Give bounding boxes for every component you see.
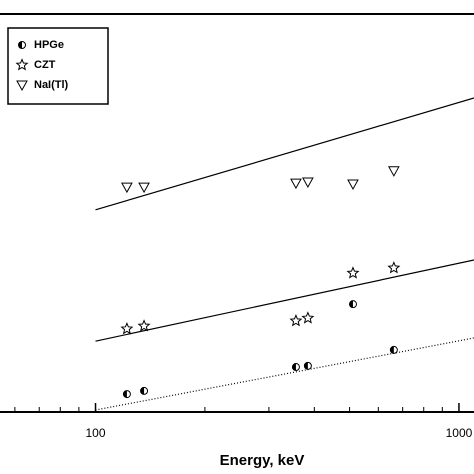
- data-point: [389, 345, 398, 354]
- data-point: [301, 311, 315, 324]
- data-point: [346, 266, 360, 279]
- data-point: [121, 182, 133, 194]
- data-point: [303, 361, 312, 370]
- x-tick-label: 1000: [446, 426, 473, 440]
- legend-label: CZT: [34, 59, 56, 71]
- fit-line: [95, 337, 474, 411]
- legend-marker: [15, 58, 29, 71]
- data-point: [347, 179, 359, 190]
- x-tick-label: 100: [85, 426, 105, 440]
- fit-line: [95, 97, 474, 211]
- data-point: [137, 319, 151, 332]
- plot-frame: [0, 13, 474, 413]
- legend-marker: [16, 80, 28, 92]
- data-point: [291, 363, 300, 372]
- data-point: [290, 178, 302, 190]
- data-point: [387, 261, 401, 274]
- data-point: [387, 166, 400, 177]
- data-point: [138, 182, 150, 194]
- data-point: [122, 390, 131, 399]
- data-point: [120, 322, 134, 335]
- data-point: [348, 300, 357, 309]
- legend-label: NaI(Tl): [34, 79, 69, 91]
- data-point: [140, 386, 149, 395]
- legend-label: HPGe: [34, 39, 64, 51]
- legend-marker: [18, 41, 26, 49]
- data-point: [289, 314, 303, 327]
- fit-line: [95, 259, 474, 342]
- data-point: [302, 177, 314, 188]
- x-axis-label: Energy, keV: [220, 452, 305, 469]
